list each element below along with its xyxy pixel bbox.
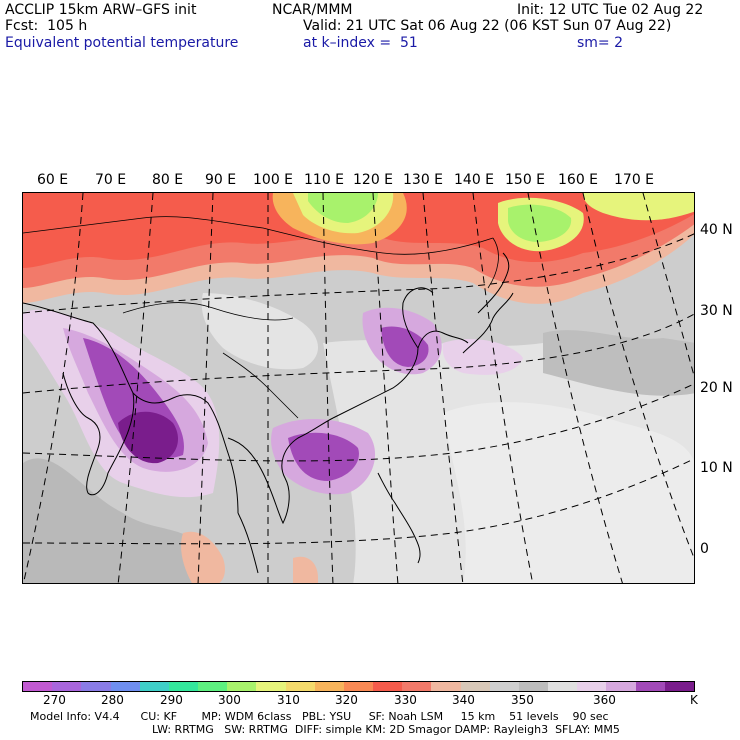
colorbar-swatch: [198, 682, 228, 691]
colorbar-swatch: [256, 682, 286, 691]
lon-label: 80 E: [152, 172, 184, 188]
colorbar-swatch: [606, 682, 636, 691]
colorbar-label: 360: [593, 693, 616, 707]
colorbar-swatch: [81, 682, 111, 691]
gray-region-sw: [23, 458, 213, 583]
pacific-light-purple: [442, 338, 523, 375]
ocean-lightest-region: [443, 402, 694, 583]
lat-label: 30 N: [700, 303, 733, 319]
colorbar-label: 300: [218, 693, 241, 707]
colorbar-swatch: [431, 682, 461, 691]
colorbar-swatch: [518, 682, 549, 691]
colorbar-swatch: [227, 682, 257, 691]
colorbar-swatch: [402, 682, 432, 691]
lon-label: 110 E: [304, 172, 345, 188]
lat-label: 40 N: [700, 222, 733, 238]
lat-label: 10 N: [700, 460, 733, 476]
forecast-hour: Fcst: 105 h: [5, 18, 88, 34]
colorbar-label: 320: [335, 693, 358, 707]
lon-label: 100 E: [253, 172, 294, 188]
cool-pocket-green: [308, 193, 378, 223]
colorbar-swatch: [343, 682, 374, 691]
level-index: at k–index = 51: [303, 35, 418, 51]
colorbar-swatch: [489, 682, 519, 691]
colorbar-swatch: [285, 682, 315, 691]
lon-label: 170 E: [614, 172, 655, 188]
colorbar-swatch: [168, 682, 199, 691]
graticule: [23, 193, 694, 583]
center-label: NCAR/MMM: [272, 2, 353, 18]
lon-label: 90 E: [205, 172, 237, 188]
tibet-light-gray: [201, 293, 318, 370]
scs-purple-inner: [288, 432, 359, 481]
lon-label: 150 E: [505, 172, 546, 188]
colorbar: [22, 681, 695, 692]
colorbar-label: 350: [511, 693, 534, 707]
lat-label: 20 N: [700, 380, 733, 396]
coastlines: [23, 252, 514, 574]
map-panel: [22, 192, 695, 584]
lon-label: 130 E: [403, 172, 444, 188]
model-info-line1: Model Info: V4.4 CU: KF MP: WDM 6class P…: [30, 710, 609, 723]
smoothing-value: sm= 2: [577, 35, 624, 51]
lon-label: 160 E: [558, 172, 599, 188]
colorbar-swatch: [664, 682, 694, 691]
colorbar-label: 340: [452, 693, 475, 707]
lon-label: 60 E: [37, 172, 69, 188]
colorbar-swatch: [52, 682, 82, 691]
colorbar-swatch: [373, 682, 403, 691]
model-title: ACCLIP 15km ARW–GFS init: [5, 2, 197, 18]
gray-region-ne: [543, 330, 694, 396]
field-name: Equivalent potential temperature: [5, 35, 239, 51]
colorbar-swatch: [460, 682, 490, 691]
init-time: Init: 12 UTC Tue 02 Aug 22: [517, 2, 704, 18]
country-borders: [23, 216, 499, 419]
theta-e-field: [23, 193, 694, 583]
lon-label: 120 E: [353, 172, 394, 188]
sumatra-orange: [181, 531, 225, 583]
colorbar-swatch: [548, 682, 578, 691]
ne-pocket-green: [508, 204, 572, 242]
colorbar-label: 310: [277, 693, 300, 707]
lat-label: 0: [700, 541, 709, 557]
model-info-line2: LW: RRTMG SW: RRTMG DIFF: simple KM: 2D …: [152, 723, 620, 736]
colorbar-label: 330: [394, 693, 417, 707]
lon-label: 140 E: [454, 172, 495, 188]
colorbar-swatch: [139, 682, 169, 691]
colorbar-swatch: [110, 682, 140, 691]
valid-time: Valid: 21 UTC Sat 06 Aug 22 (06 KST Sun …: [303, 18, 672, 34]
lon-label: 70 E: [95, 172, 127, 188]
colorbar-label: 280: [101, 693, 124, 707]
colorbar-label: 270: [43, 693, 66, 707]
colorbar-swatch: [314, 682, 344, 691]
borneo-orange: [293, 556, 318, 583]
colorbar-unit: K: [690, 693, 698, 707]
colorbar-swatch: [635, 682, 665, 691]
colorbar-swatch: [577, 682, 607, 691]
ne-edge-yellow: [583, 193, 694, 221]
colorbar-swatch: [23, 682, 53, 691]
colorbar-label: 290: [160, 693, 183, 707]
bay-purple-core: [118, 411, 178, 464]
